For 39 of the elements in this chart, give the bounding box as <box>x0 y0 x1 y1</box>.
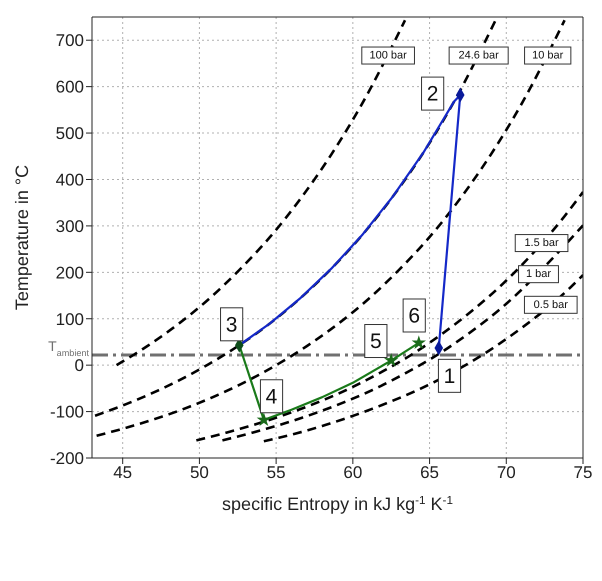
line-series <box>195 190 583 442</box>
annotation: 2 <box>426 82 438 106</box>
line-series <box>115 18 406 366</box>
annotation: 100 bar <box>369 50 408 62</box>
x-tick-label: 55 <box>266 463 286 482</box>
ref-line-label: T$_{ambient}$ <box>48 338 90 358</box>
annotation: 10 bar <box>532 50 564 62</box>
y-tick-label: 200 <box>56 263 84 282</box>
x-tick-label: 50 <box>190 463 209 482</box>
y-tick-label: 500 <box>56 124 84 144</box>
x-tick-label: 65 <box>420 463 440 482</box>
annotation: 3 <box>226 312 238 336</box>
x-axis-title: specific Entropy in kJ kg$^{-1}$ K$^{-1}$ <box>222 494 453 514</box>
y-tick-label: 100 <box>56 310 84 329</box>
annotation: 1 bar <box>526 268 552 280</box>
line-series <box>221 224 583 442</box>
annotation: 1.5 bar <box>524 237 560 250</box>
y-axis-title: Temperature in °C <box>12 164 32 310</box>
point <box>412 335 426 349</box>
annotation: 24.6 bar <box>458 50 500 62</box>
annotation: 4 <box>266 384 278 408</box>
x-tick-label: 75 <box>574 463 592 482</box>
x-tick-label: 60 <box>343 463 362 482</box>
line-series <box>95 18 566 438</box>
y-tick-label: 0 <box>74 356 84 376</box>
annotation: 5 <box>370 330 382 353</box>
point <box>256 412 272 426</box>
annotation: 0.5 bar <box>534 298 568 311</box>
x-tick-label: 45 <box>113 463 132 482</box>
y-tick-label: -100 <box>50 402 84 422</box>
y-tick-label: 600 <box>56 78 84 97</box>
y-tick-label: 300 <box>56 216 84 236</box>
annotation: 6 <box>408 304 420 327</box>
point <box>384 352 398 367</box>
line-series <box>94 18 497 418</box>
y-tick-label: 700 <box>56 31 84 50</box>
y-tick-label: -200 <box>50 449 84 468</box>
x-tick-label: 70 <box>496 463 516 482</box>
y-tick-label: 400 <box>56 170 84 190</box>
